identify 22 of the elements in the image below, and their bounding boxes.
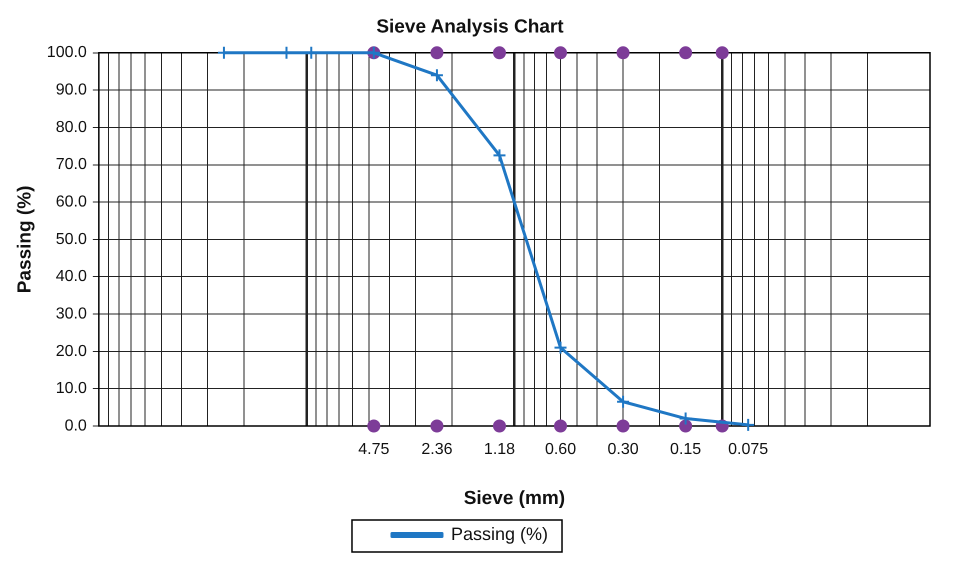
x-axis-title: Sieve (mm) xyxy=(464,488,566,509)
y-tick-label: 100.0 xyxy=(46,44,87,62)
x-tick-label: 0.075 xyxy=(728,441,768,458)
y-tick-label: 0.0 xyxy=(64,417,87,434)
y-tick-label: 40.0 xyxy=(56,268,87,286)
y-axis-title: Passing (%) xyxy=(14,186,36,294)
chart-title: Sieve Analysis Chart xyxy=(376,16,564,38)
y-tick-label: 70.0 xyxy=(56,156,87,174)
y-tick-label: 30.0 xyxy=(56,305,87,322)
x-tick-label: 0.60 xyxy=(544,441,576,458)
x-tick-label: 1.18 xyxy=(484,441,516,458)
x-tick-label: 0.30 xyxy=(608,441,639,458)
legend-label: Passing (%) xyxy=(450,524,548,544)
y-tick-label: 90.0 xyxy=(56,82,87,99)
y-tick-label: 50.0 xyxy=(56,230,87,248)
y-tick-label: 60.0 xyxy=(56,193,87,210)
y-tick-label: 10.0 xyxy=(56,380,87,398)
x-tick-label: 2.36 xyxy=(421,441,453,458)
y-tick-label: 20.0 xyxy=(56,342,87,360)
y-tick-label: 80.0 xyxy=(56,118,87,136)
x-tick-label: 4.75 xyxy=(358,441,390,458)
x-tick-label: 0.15 xyxy=(670,441,702,458)
